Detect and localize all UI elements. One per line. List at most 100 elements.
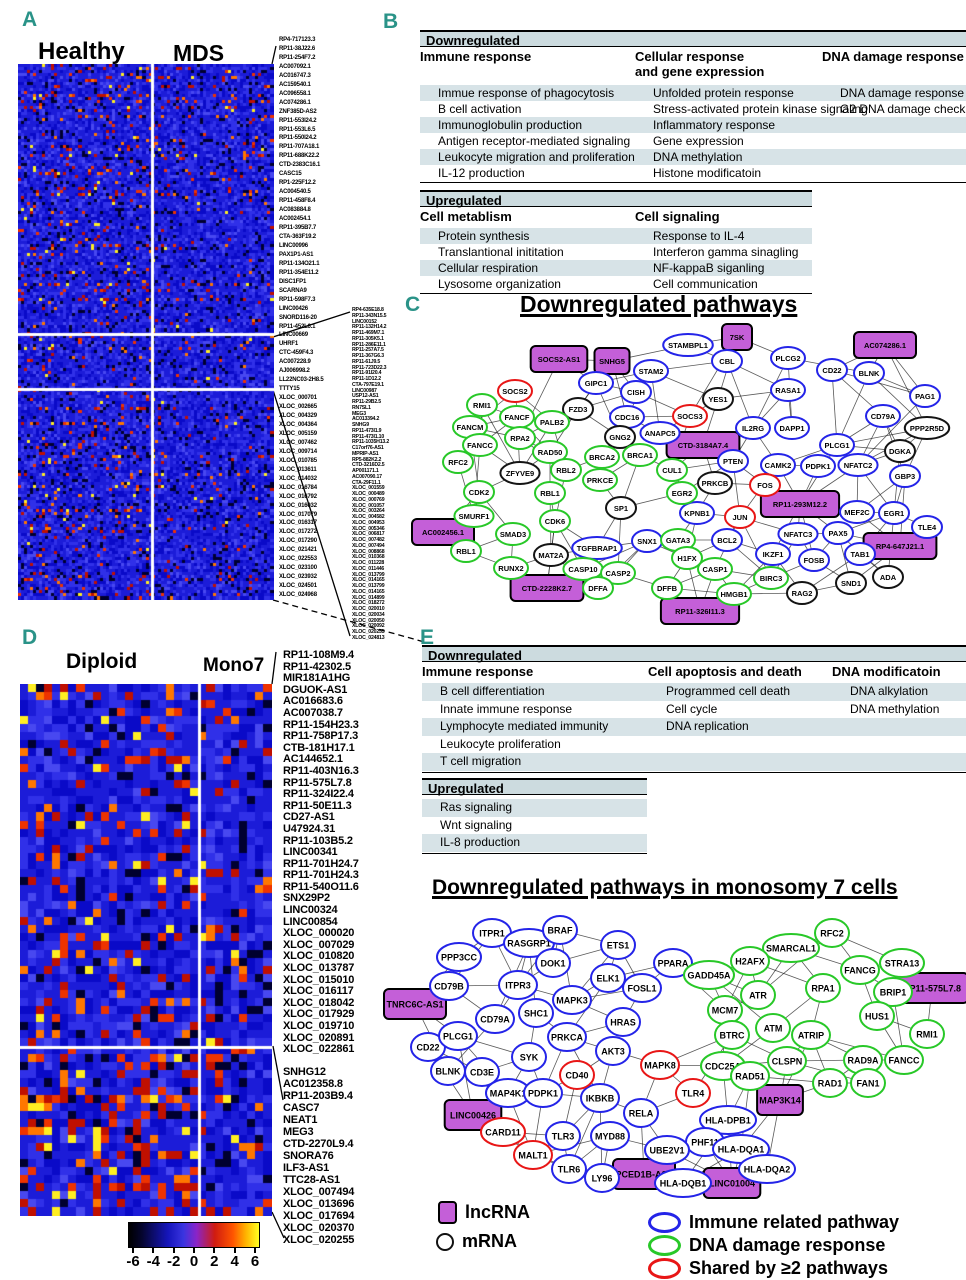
network-node-hmgb1: HMGB1 [716, 582, 752, 606]
network-node-cd22: CD22 [816, 358, 848, 382]
legend-lncrna: lncRNA [438, 1201, 530, 1224]
svg-text:CDC16: CDC16 [615, 413, 640, 422]
table-row-shading [422, 799, 647, 817]
network-node-mapk8: MAPK8 [640, 1050, 680, 1080]
connector-line [272, 311, 351, 338]
gene-label: RP11-203B9.4 [283, 1090, 353, 1102]
network-node-anapc5: ANAPC5 [639, 421, 681, 445]
gene-label: AC013394.2 [352, 416, 380, 423]
network-node-brca1: BRCA1 [622, 443, 658, 467]
gene-label: RP4-717123.3 [279, 37, 316, 43]
colorbar-tick [193, 1248, 195, 1253]
gene-label: AC007038.7 [283, 706, 343, 719]
network-node-ikbkb: IKBKB [580, 1083, 620, 1113]
network-node-pten: PTEN [717, 449, 749, 473]
network-node-nfatc3: NFATC3 [777, 522, 819, 546]
network-node-hla-dqa2: HLA-DQA2 [738, 1154, 796, 1184]
svg-text:LY96: LY96 [592, 1174, 613, 1184]
svg-text:NFATC2: NFATC2 [844, 461, 873, 470]
svg-text:H2AFX: H2AFX [735, 957, 765, 967]
svg-text:CUL1: CUL1 [662, 466, 682, 475]
network-node-card11: CARD11 [480, 1117, 526, 1147]
gene-label: XLOC_009714 [279, 448, 317, 455]
svg-text:ITPR1: ITPR1 [479, 929, 505, 939]
network-node-brip1: BRIP1 [873, 977, 913, 1007]
network-node-fosb: FOSB [798, 548, 830, 572]
network-node-ppara: PPARA [653, 948, 693, 978]
svg-text:PRKCE: PRKCE [587, 476, 613, 485]
network-node-h2afx: H2AFX [730, 946, 770, 976]
gene-label: RP11-132H14.2 [352, 324, 387, 331]
gene-label: SNORA76 [283, 1150, 334, 1162]
network-node-egr2: EGR2 [666, 481, 698, 505]
network-node-elk1: ELK1 [590, 963, 626, 993]
gene-label: MPRIP-AS1 [352, 450, 379, 457]
gene-label: XLOC_017079 [279, 511, 317, 518]
gene-label: RP11-473I1.10 [352, 433, 385, 440]
gene-label: XLOC_001559 [352, 485, 385, 492]
panel-c-letter: C [405, 293, 421, 316]
gene-label: XLOC_014165 [352, 577, 385, 584]
svg-text:JUN: JUN [732, 513, 747, 522]
svg-text:YES1: YES1 [708, 395, 727, 404]
legend-dna-damage: DNA damage response [648, 1235, 885, 1256]
legend-mrna-label: mRNA [462, 1231, 518, 1251]
panel-c-title: Downregulated pathways [520, 291, 798, 317]
gene-label: RP11-50E11.3 [283, 799, 352, 812]
colorbar-tick-label: 6 [250, 1253, 260, 1270]
network-node-egr1: EGR1 [878, 501, 910, 525]
gene-label: AC007092.1 [279, 63, 311, 70]
gene-label: LINC00996 [279, 242, 308, 249]
gene-label: XLOC_000701 [279, 395, 317, 402]
svg-text:PLCG1: PLCG1 [443, 1032, 473, 1042]
gene-label: RP11-254F7.2 [279, 54, 316, 61]
gene-label: XLOC_020050 [352, 617, 385, 624]
svg-text:ATM: ATM [764, 1024, 783, 1034]
gene-label: RP11-688K22.2 [279, 153, 320, 160]
network-node-tgfbrap1: TGFBRAP1 [571, 536, 623, 560]
gene-label: SNX29P2 [283, 892, 330, 905]
svg-text:NFATC3: NFATC3 [784, 530, 813, 539]
network-node-ets1: ETS1 [600, 930, 636, 960]
table-cell: Innate immune response [440, 701, 573, 716]
gene-label: AC159540.1 [279, 81, 311, 88]
gene-label: LINC00854 [283, 915, 338, 928]
table-row-shading [420, 260, 812, 276]
network-node-itpr3: ITPR3 [498, 970, 538, 1000]
network-node-blnk: BLNK [853, 361, 885, 385]
network-node-rpa2: RPA2 [504, 426, 536, 450]
svg-text:FZD3: FZD3 [569, 405, 588, 414]
network-node-akt3: AKT3 [595, 1036, 631, 1066]
gene-label: XLOC_020255 [283, 1234, 355, 1246]
svg-text:PCED1B-AS1: PCED1B-AS1 [615, 1170, 672, 1180]
gene-label: LINC00669 [279, 332, 308, 339]
gene-label: RP11-354E11.2 [279, 269, 319, 276]
gene-label: XLOC_007462 [279, 439, 317, 446]
svg-text:SP1: SP1 [614, 504, 628, 513]
gene-label: SNHG9 [352, 422, 369, 428]
network-node-casp1: CASP1 [697, 557, 733, 581]
network-node-fosl1: FOSL1 [622, 973, 662, 1003]
network-node-prkca: PRKCA [547, 1022, 587, 1052]
colorbar-tick [213, 1248, 216, 1253]
svg-text:FAN1: FAN1 [856, 1079, 879, 1089]
gene-label: RP11-598F7.3 [279, 296, 316, 303]
lncrna-swatch-icon [438, 1201, 457, 1224]
gene-label: CTD-3216D2.5 [352, 462, 385, 469]
network-node-camk2: CAMK2 [760, 453, 796, 477]
gene-label: RP11-1035H13.2 [352, 439, 389, 446]
colorbar-tick [132, 1248, 134, 1253]
gene-label: XLOC_013611 [279, 466, 317, 473]
svg-text:DOK1: DOK1 [540, 959, 565, 969]
gene-label: CASC15 [279, 171, 302, 178]
gene-label: CTD-2270L9.4 [283, 1138, 354, 1150]
table-column-header: Immune response [420, 49, 532, 64]
svg-text:ATRIP: ATRIP [798, 1031, 824, 1041]
svg-text:HLA-DPB1: HLA-DPB1 [705, 1116, 751, 1126]
gene-label: NEAT1 [283, 1114, 318, 1126]
svg-text:TGFBRAP1: TGFBRAP1 [577, 544, 617, 553]
network-node-atm: ATM [755, 1013, 791, 1043]
svg-text:SOCS3: SOCS3 [677, 412, 702, 421]
svg-text:GNG2: GNG2 [609, 433, 630, 442]
network-node-rfc2: RFC2 [814, 918, 850, 948]
